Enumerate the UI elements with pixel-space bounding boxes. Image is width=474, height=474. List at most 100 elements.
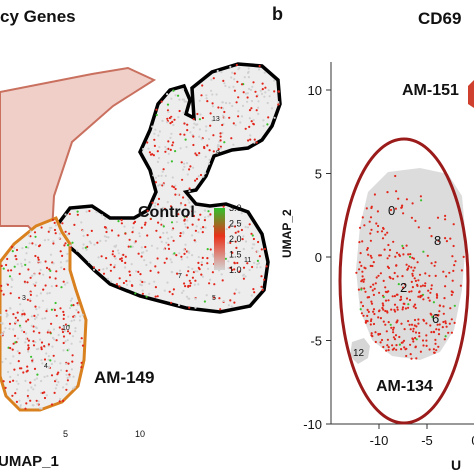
- cell-point: [147, 147, 150, 150]
- cell-point: [392, 331, 395, 334]
- cell-point: [8, 275, 12, 278]
- cell-point: [50, 285, 53, 288]
- cell-point: [182, 111, 185, 114]
- cell-point: [164, 174, 167, 177]
- cell-point: [46, 331, 49, 334]
- cell-point: [158, 146, 161, 149]
- cell-point: [414, 306, 417, 310]
- cell-point: [122, 281, 125, 285]
- cell-point: [20, 262, 23, 265]
- cell-point: [417, 226, 420, 229]
- cell-point: [63, 244, 66, 247]
- cell-point: [247, 67, 250, 70]
- cell-point: [26, 281, 29, 284]
- cell-point: [197, 218, 200, 221]
- cell-point: [191, 276, 194, 279]
- cell-point: [437, 345, 440, 348]
- cell-point: [394, 310, 397, 313]
- cell-point: [192, 143, 195, 147]
- cell-point: [175, 254, 178, 257]
- cell-point: [160, 240, 163, 243]
- cell-point: [364, 321, 367, 324]
- cell-point: [30, 274, 34, 277]
- cell-point: [435, 314, 438, 317]
- cell-point: [140, 255, 143, 258]
- cell-point: [255, 109, 258, 112]
- cell-point: [386, 231, 389, 234]
- cell-point: [160, 218, 163, 221]
- cell-point: [212, 134, 215, 137]
- cell-point: [85, 248, 88, 251]
- cell-point: [208, 138, 211, 141]
- cell-point: [257, 112, 260, 115]
- cell-point: [47, 238, 50, 241]
- cell-point: [110, 229, 114, 232]
- cell-point: [62, 349, 65, 352]
- cell-point: [428, 348, 431, 351]
- cell-point: [70, 297, 74, 300]
- cell-point: [50, 308, 54, 311]
- cell-point: [40, 391, 43, 395]
- cell-point: [401, 286, 405, 289]
- cell-point: [355, 271, 358, 274]
- cell-point: [438, 304, 442, 307]
- cell-point: [194, 279, 197, 282]
- cell-point: [425, 322, 428, 325]
- cell-point: [82, 243, 85, 246]
- cell-point: [109, 263, 112, 266]
- cell-point: [62, 341, 65, 345]
- cell-point: [403, 283, 406, 286]
- cell-point: [45, 308, 49, 311]
- cell-point: [189, 205, 192, 208]
- panel-a: cy Genes Control AM-149 13 9 3 10 4 7 11…: [0, 7, 282, 470]
- cell-point: [182, 88, 185, 91]
- cell-point: [81, 344, 85, 347]
- cell-point: [382, 279, 385, 282]
- cell-point: [415, 338, 418, 341]
- cell-point: [423, 284, 427, 287]
- cell-point: [451, 279, 454, 282]
- cell-point: [177, 213, 180, 216]
- cell-point: [266, 123, 269, 126]
- cell-point: [61, 330, 65, 334]
- cell-point: [86, 234, 89, 237]
- cell-point: [137, 252, 140, 255]
- cell-point: [141, 289, 144, 292]
- cell-point: [68, 212, 71, 216]
- cell-point: [14, 316, 17, 319]
- cell-point: [4, 327, 7, 330]
- cell-point: [253, 261, 256, 264]
- cell-point: [248, 256, 251, 259]
- cell-point: [419, 350, 422, 353]
- cell-point: [170, 261, 173, 264]
- cell-point: [216, 145, 219, 148]
- cell-point: [262, 119, 265, 122]
- b-xlabel: U: [451, 457, 461, 473]
- cell-point: [260, 92, 264, 95]
- cell-point: [5, 315, 8, 318]
- cell-point: [379, 272, 382, 275]
- cell-point: [41, 317, 44, 320]
- cell-point: [260, 275, 263, 278]
- cell-point: [395, 348, 398, 351]
- cell-point: [366, 247, 369, 250]
- cluster-12: 12: [353, 348, 365, 359]
- cell-point: [166, 201, 169, 204]
- cell-point: [50, 374, 54, 377]
- cell-point: [384, 233, 387, 236]
- cell-point: [22, 371, 25, 374]
- cell-point: [213, 283, 216, 286]
- cell-point: [15, 400, 18, 403]
- cell-point: [17, 382, 20, 385]
- cell-point: [102, 268, 105, 271]
- cell-point: [257, 262, 261, 265]
- cell-point: [59, 250, 62, 253]
- cell-point: [171, 120, 174, 123]
- cell-point: [372, 293, 375, 296]
- cell-point: [359, 252, 362, 255]
- cell-point: [70, 342, 73, 345]
- cell-point: [229, 299, 232, 302]
- cell-point: [119, 258, 122, 261]
- cell-point: [387, 321, 390, 324]
- cell-point: [277, 103, 280, 106]
